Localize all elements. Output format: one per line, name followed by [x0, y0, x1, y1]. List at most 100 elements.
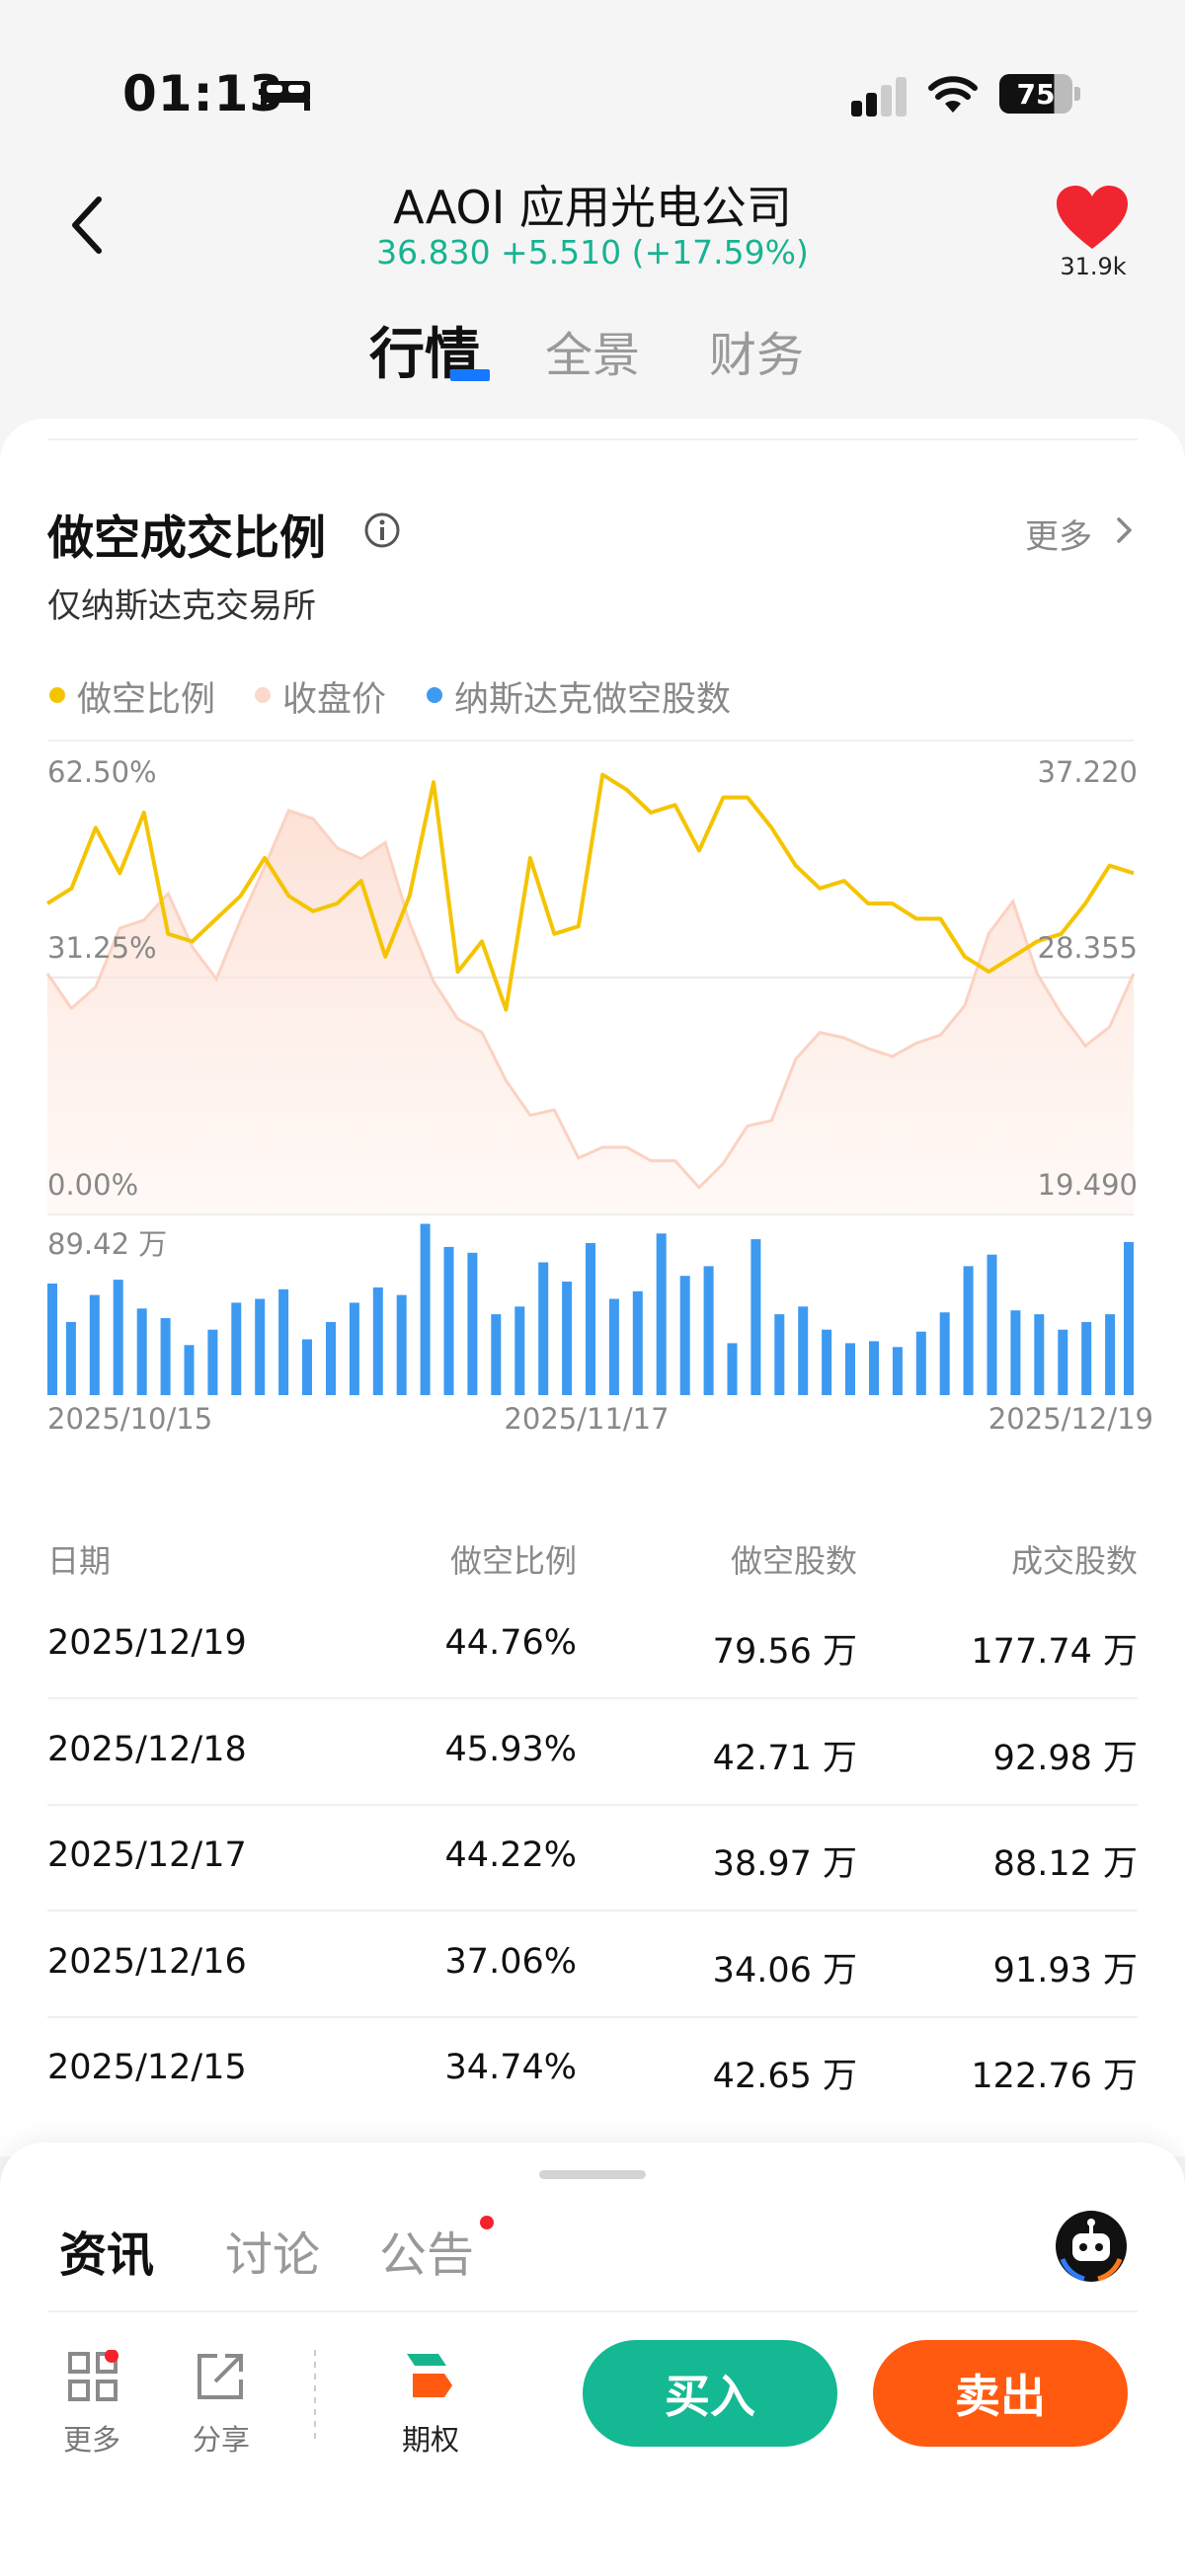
info-icon[interactable] [363, 511, 401, 549]
tab-overview[interactable]: 全景 [545, 328, 641, 383]
table-row: 2025/12/18 45.93% 42.71 万 92.98 万 [47, 1700, 1138, 1806]
volume-bar [869, 1341, 879, 1395]
options-icon [407, 2354, 452, 2397]
col-header-total-volume: 成交股数 [1010, 1542, 1138, 1580]
volume-bar [396, 1294, 407, 1395]
more-action[interactable] [63, 2350, 119, 2403]
share-action[interactable] [194, 2350, 247, 2403]
active-tab-indicator [450, 369, 490, 381]
volume-bar [1081, 1321, 1092, 1395]
sheet-drag-handle[interactable] [539, 2170, 646, 2179]
volume-bar [727, 1343, 738, 1395]
tab-discussion[interactable]: 讨论 [225, 2227, 321, 2283]
volume-bar [632, 1290, 643, 1395]
left-axis-bottom: 0.00% [47, 1168, 138, 1202]
right-axis-mid: 28.355 [1038, 931, 1138, 965]
cell-short-ratio: 45.93% [444, 1729, 577, 1769]
volume-bar [703, 1266, 714, 1395]
cell-short-ratio: 44.22% [444, 1835, 577, 1875]
divider [47, 2310, 1138, 2312]
volume-bar [679, 1276, 690, 1395]
share-action-label[interactable]: 分享 [192, 2423, 250, 2457]
volume-bar [608, 1298, 619, 1395]
close-price-line [45, 809, 1136, 1190]
options-action-label[interactable]: 期权 [401, 2423, 459, 2457]
volume-bar [136, 1308, 147, 1395]
options-action[interactable] [401, 2350, 458, 2403]
volume-bar [65, 1321, 76, 1395]
volume-bar [420, 1223, 431, 1395]
volume-bar [184, 1345, 195, 1395]
ai-assistant-robot-icon[interactable] [1055, 2210, 1128, 2283]
cell-date: 2025/12/16 [47, 1941, 247, 1982]
cell-short-ratio: 37.06% [444, 1941, 577, 1982]
volume-bar [963, 1266, 974, 1395]
volume-bar [255, 1298, 266, 1395]
col-header-short-ratio: 做空比例 [449, 1542, 577, 1580]
volume-bar [231, 1302, 242, 1395]
heart-icon[interactable] [1055, 184, 1130, 253]
cell-date: 2025/12/18 [47, 1729, 247, 1769]
volume-bar [1124, 1241, 1134, 1395]
more-action-label[interactable]: 更多 [62, 2423, 120, 2457]
short-ratio-chart: 62.50% 31.25% 0.00% 37.220 28.355 19.490… [45, 740, 1153, 1436]
volume-bar [798, 1306, 809, 1395]
volume-bar [939, 1312, 950, 1395]
wifi-icon [928, 76, 978, 113]
cell-total-volume: 88.12 万 [992, 1844, 1138, 1884]
table-row: 2025/12/19 44.76% 79.56 万 177.74 万 [47, 1594, 1138, 1699]
cell-short-ratio: 44.76% [444, 1623, 577, 1663]
volume-bar [845, 1343, 855, 1395]
volume-bar [750, 1239, 761, 1395]
cell-total-volume: 91.93 万 [992, 1950, 1138, 1991]
volume-bar [207, 1329, 218, 1395]
volume-bar [1058, 1329, 1068, 1395]
legend-dot-close-price [255, 687, 271, 703]
volume-bar [372, 1287, 383, 1395]
volume-bar [349, 1302, 359, 1395]
cell-short-volume: 38.97 万 [712, 1844, 857, 1884]
volume-bar [113, 1280, 123, 1395]
cell-short-ratio: 34.74% [444, 2048, 577, 2087]
cell-short-volume: 34.06 万 [712, 1950, 857, 1991]
row-divider [47, 1803, 1138, 1806]
legend-short-volume: 纳斯达克做空股数 [454, 680, 732, 720]
volume-bar [586, 1243, 595, 1395]
section-title: 做空成交比例 [47, 511, 326, 566]
volume-bar [656, 1233, 667, 1395]
section-subtitle: 仅纳斯达克交易所 [47, 586, 316, 626]
volume-bar [1034, 1314, 1045, 1395]
battery-icon: 75 [999, 73, 1080, 115]
buy-button[interactable]: 买入 [583, 2340, 837, 2447]
cell-short-volume: 79.56 万 [712, 1632, 857, 1672]
legend-close-price: 收盘价 [282, 680, 387, 720]
volume-bar [160, 1318, 171, 1395]
volume-bar [89, 1294, 100, 1395]
grid-icon [68, 2350, 118, 2401]
volume-bar [467, 1252, 478, 1395]
sell-button[interactable]: 卖出 [873, 2340, 1128, 2447]
cell-date: 2025/12/19 [47, 1623, 247, 1663]
tab-news[interactable]: 资讯 [59, 2227, 155, 2283]
status-time: 01:13 [122, 65, 285, 122]
cellular-signal-icon [851, 77, 907, 117]
volume-bar [987, 1254, 997, 1395]
volume-bar [774, 1314, 785, 1395]
back-arrow-icon[interactable] [63, 194, 113, 257]
volume-bar [1105, 1314, 1116, 1395]
x-tick-start: 2025/10/15 [47, 1402, 212, 1436]
volume-bar [47, 1284, 57, 1395]
right-axis-top: 37.220 [1038, 755, 1138, 789]
table-row: 2025/12/15 34.74% 42.65 万 122.76 万 [47, 2018, 1138, 2124]
left-axis-mid: 31.25% [47, 931, 157, 965]
sleep-mode-icon [261, 81, 310, 111]
tab-announcements[interactable]: 公告 [379, 2227, 475, 2283]
more-link[interactable]: 更多 [1025, 517, 1092, 557]
legend-dot-short-ratio [49, 687, 65, 703]
chevron-right-icon[interactable] [1114, 515, 1136, 545]
volume-bar [538, 1262, 549, 1395]
tab-financials[interactable]: 财务 [709, 328, 805, 383]
row-divider [47, 2015, 1138, 2018]
volume-bar [562, 1282, 573, 1395]
volume-bar [892, 1347, 903, 1395]
